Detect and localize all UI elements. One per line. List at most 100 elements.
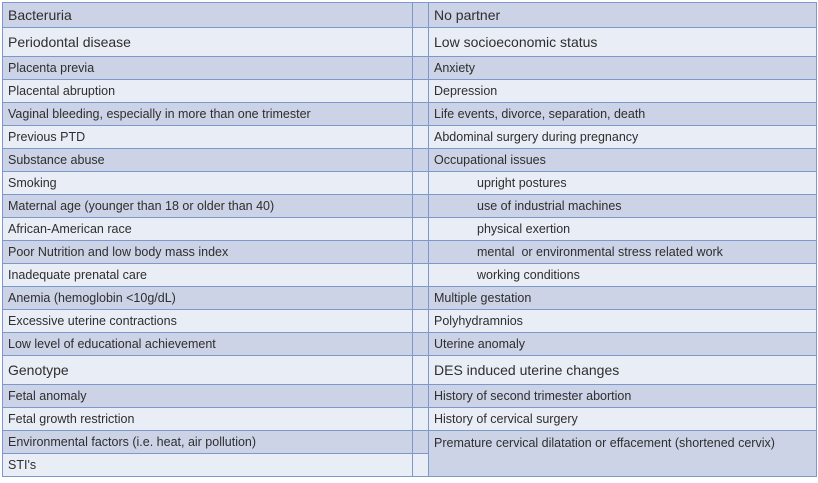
left-cell-text: Bacteruria	[8, 7, 72, 23]
right-cell: Uterine anomaly	[428, 332, 817, 356]
spacer-cell	[412, 286, 429, 310]
spacer-cell	[412, 79, 429, 103]
spacer-cell	[412, 240, 429, 264]
left-cell: Excessive uterine contractions	[2, 309, 413, 333]
spacer-cell	[412, 332, 429, 356]
table-body: Bacteruria No partner Periodontal disease L…	[2, 2, 817, 477]
right-cell: History of cervical surgery	[428, 407, 817, 431]
right-cell-text: Life events, divorce, separation, death	[434, 107, 646, 121]
table-row: Low level of educational achievement Uter…	[2, 332, 817, 356]
table-row: Excessive uterine contractions Polyhydram…	[2, 309, 817, 333]
left-cell: Low level of educational achievement	[2, 332, 413, 356]
left-cell-text: Fetal growth restriction	[8, 412, 135, 426]
table-row: African-American race physical exertion	[2, 217, 817, 241]
right-cell-text: Uterine anomaly	[434, 337, 526, 351]
left-cell-text: STI's	[8, 458, 37, 472]
spacer-cell	[412, 384, 429, 408]
left-cell: Periodontal disease	[2, 27, 413, 57]
spacer-cell	[412, 309, 429, 333]
left-cell: Previous PTD	[2, 125, 413, 149]
left-cell: STI's	[2, 453, 413, 477]
spacer-cell	[412, 263, 429, 287]
right-cell-text: Multiple gestation	[434, 291, 532, 305]
left-cell: Substance abuse	[2, 148, 413, 172]
left-cell-text: Placental abruption	[8, 84, 116, 98]
left-cell-text: Genotype	[8, 362, 69, 378]
left-cell-text: Previous PTD	[8, 130, 86, 144]
left-cell-text: Environmental factors (i.e. heat, air po…	[8, 435, 257, 449]
right-cell-text: use of industrial machines	[477, 199, 622, 213]
spacer-cell	[412, 355, 429, 385]
left-cell: Maternal age (younger than 18 or older t…	[2, 194, 413, 218]
right-cell: working conditions	[428, 263, 817, 287]
right-cell: DES induced uterine changes	[428, 355, 817, 385]
table-row: Anemia (hemoglobin <10g/dL) Multiple gest…	[2, 286, 817, 310]
table-row: Fetal growth restriction History of cervi…	[2, 407, 817, 431]
left-cell: Placental abruption	[2, 79, 413, 103]
spacer-cell	[412, 2, 429, 28]
right-cell-text: History of cervical surgery	[434, 412, 578, 426]
left-cell-text: Substance abuse	[8, 153, 105, 167]
right-cell: Depression	[428, 79, 817, 103]
right-cell-text: physical exertion	[477, 222, 571, 236]
table-row: Placenta previa Anxiety	[2, 56, 817, 80]
left-cell: Genotype	[2, 355, 413, 385]
left-cell-text: Poor Nutrition and low body mass index	[8, 245, 229, 259]
left-cell: African-American race	[2, 217, 413, 241]
table-row: Genotype DES induced uterine changes	[2, 355, 817, 385]
right-cell-text: DES induced uterine changes	[434, 362, 620, 378]
left-cell: Smoking	[2, 171, 413, 195]
table-row: Bacteruria No partner	[2, 2, 817, 28]
spacer-cell	[412, 430, 429, 454]
left-cell: Fetal anomaly	[2, 384, 413, 408]
left-cell: Bacteruria	[2, 2, 413, 28]
spacer-cell	[412, 27, 429, 57]
left-cell-text: Inadequate prenatal care	[8, 268, 147, 282]
right-cell-text: Anxiety	[434, 61, 475, 75]
left-cell-text: Anemia (hemoglobin <10g/dL)	[8, 291, 176, 305]
right-cell: Anxiety	[428, 56, 817, 80]
right-cell-text: upright postures	[477, 176, 567, 190]
spacer-cell	[412, 217, 429, 241]
left-cell-text: Excessive uterine contractions	[8, 314, 177, 328]
table-row: Inadequate prenatal care working conditio…	[2, 263, 817, 287]
spacer-cell	[412, 171, 429, 195]
right-cell: upright postures	[428, 171, 817, 195]
right-cell: Multiple gestation	[428, 286, 817, 310]
right-cell: Occupational issues	[428, 148, 817, 172]
left-cell-text: African-American race	[8, 222, 132, 236]
spacer-cell	[412, 453, 429, 477]
spacer-cell	[412, 102, 429, 126]
left-cell: Poor Nutrition and low body mass index	[2, 240, 413, 264]
left-cell: Placenta previa	[2, 56, 413, 80]
table-row: Periodontal disease Low socioeconomic sta…	[2, 27, 817, 57]
left-cell: Vaginal bleeding, especially in more tha…	[2, 102, 413, 126]
spacer-cell	[412, 407, 429, 431]
left-cell: Anemia (hemoglobin <10g/dL)	[2, 286, 413, 310]
risk-factors-table: Bacteruria No partner Periodontal disease L…	[2, 2, 817, 477]
right-cell-text: Occupational issues	[434, 153, 546, 167]
left-cell-text: Vaginal bleeding, especially in more tha…	[8, 107, 311, 121]
left-cell-text: Fetal anomaly	[8, 389, 87, 403]
right-cell: Life events, divorce, separation, death	[428, 102, 817, 126]
left-cell: Environmental factors (i.e. heat, air po…	[2, 430, 413, 454]
table-row: Placental abruption Depression	[2, 79, 817, 103]
table-row: Previous PTD Abdominal surgery during pre…	[2, 125, 817, 149]
right-cell: Polyhydramnios	[428, 309, 817, 333]
table-row: Vaginal bleeding, especially in more tha…	[2, 102, 817, 126]
right-cell: History of second trimester abortion	[428, 384, 817, 408]
left-cell-text: Smoking	[8, 176, 57, 190]
right-cell-text: History of second trimester abortion	[434, 389, 632, 403]
right-cell-text: Depression	[434, 84, 498, 98]
left-cell-text: Placenta previa	[8, 61, 95, 75]
right-cell: use of industrial machines	[428, 194, 817, 218]
right-cell: No partner	[428, 2, 817, 28]
right-cell-text: Premature cervical dilatation or effacem…	[434, 436, 775, 450]
right-cell-text: Abdominal surgery during pregnancy	[434, 130, 639, 144]
right-cell-text: No partner	[434, 7, 501, 23]
table-row: Fetal anomaly History of second trimester…	[2, 384, 817, 408]
left-cell: Fetal growth restriction	[2, 407, 413, 431]
right-cell: Low socioeconomic status	[428, 27, 817, 57]
left-cell-text: Maternal age (younger than 18 or older t…	[8, 199, 275, 213]
left-cell-text: Periodontal disease	[8, 34, 131, 50]
